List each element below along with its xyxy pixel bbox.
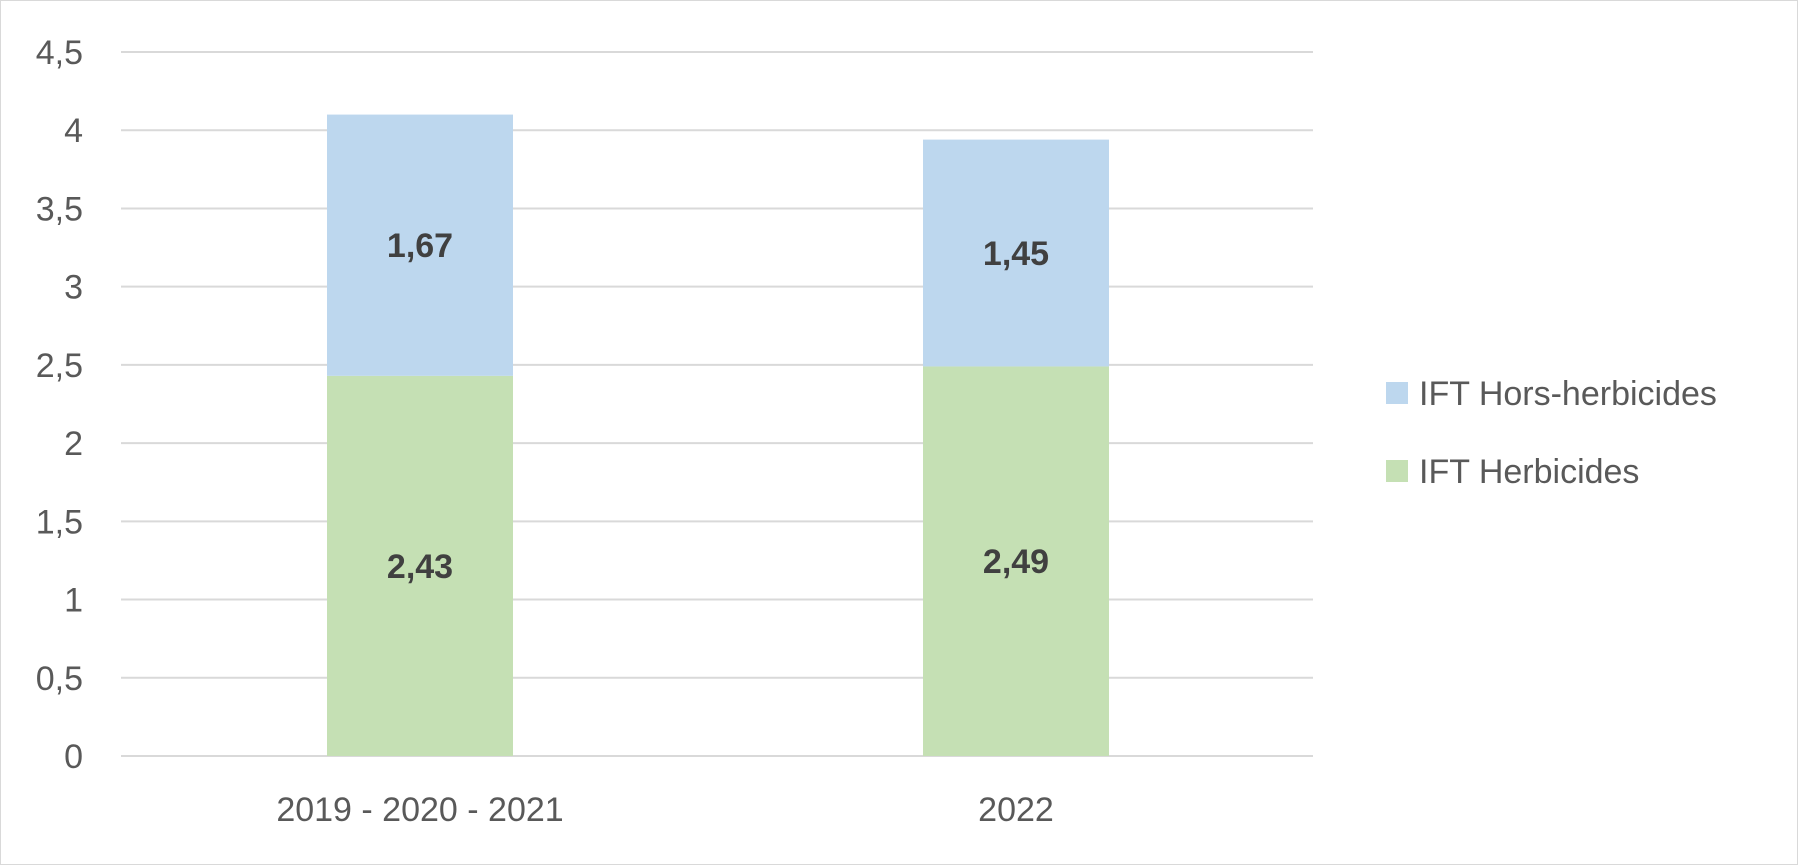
bar-segment-hors-herbicides [327,114,513,376]
x-axis-categories: 2019 - 2020 - 2021 2022 [276,791,1053,829]
bars [327,114,1109,756]
bar-segment-herbicides [923,366,1109,756]
y-tick-label: 3 [64,269,83,307]
legend-label: IFT Hors-herbicides [1419,375,1717,413]
x-category-label: 2019 - 2020 - 2021 [276,791,563,829]
y-tick-label: 0 [64,738,83,776]
data-labels: 2,43 1,67 2,49 1,45 [387,227,1049,586]
bar-segment-hors-herbicides [923,139,1109,367]
y-tick-label: 1,5 [36,503,83,541]
gridlines [121,51,1313,757]
y-axis-ticks: 0 0,5 1 1,5 2 2,5 3 3,5 4 4,5 [36,34,83,776]
y-tick-label: 4 [64,112,83,150]
bar-segment-herbicides [327,375,513,756]
y-tick-label: 2 [64,425,83,463]
y-tick-label: 1 [64,582,83,620]
y-tick-label: 2,5 [36,347,83,385]
x-category-label: 2022 [978,791,1054,829]
legend-swatch [1386,460,1408,482]
legend-label: IFT Herbicides [1419,453,1639,491]
data-label: 1,67 [387,227,453,265]
legend-swatch [1386,382,1408,404]
y-tick-label: 3,5 [36,190,83,228]
data-label: 1,45 [983,235,1049,273]
y-tick-label: 0,5 [36,660,83,698]
y-tick-label: 4,5 [36,34,83,72]
data-label: 2,43 [387,548,453,586]
data-label: 2,49 [983,543,1049,581]
legend: IFT Hors-herbicides IFT Herbicides [1386,375,1717,491]
